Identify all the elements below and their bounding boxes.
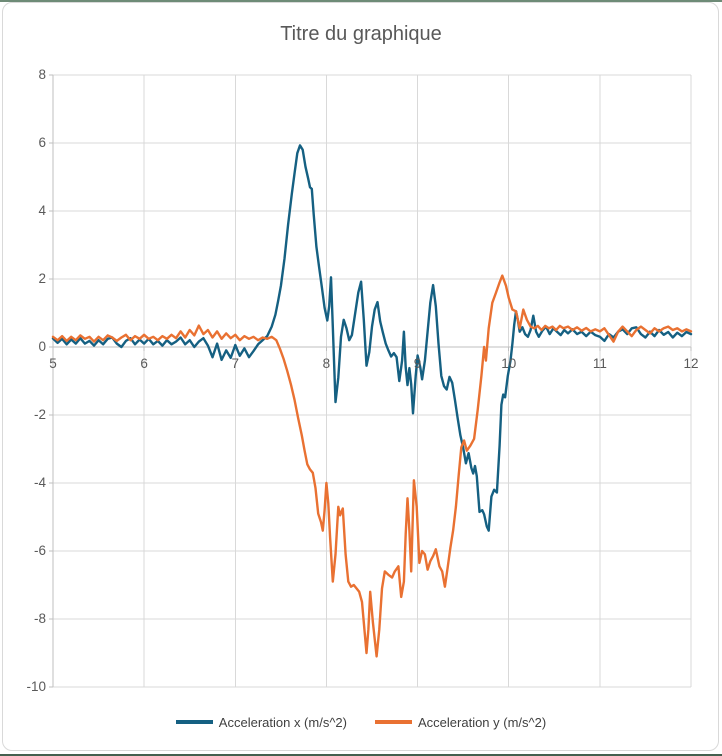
legend[interactable]: Acceleration x (m/s^2) Acceleration y (m… [0, 711, 722, 733]
legend-label-acceleration-x: Acceleration x (m/s^2) [218, 714, 347, 730]
x-tick-label[interactable]: 7 [231, 356, 240, 371]
y-tick-label[interactable]: -6 [33, 543, 46, 558]
legend-line-sample-x [175, 720, 213, 724]
x-tick-label[interactable]: 8 [322, 356, 331, 371]
legend-item-acceleration-x[interactable]: Acceleration x (m/s^2) [175, 714, 347, 730]
chart-title[interactable]: Titre du graphique [280, 23, 442, 45]
y-tick-label[interactable]: -4 [33, 475, 46, 490]
legend-label-acceleration-y: Acceleration y (m/s^2) [418, 714, 547, 730]
x-tick-label[interactable]: 12 [683, 356, 699, 371]
sheet-edge-top-strip [0, 0, 722, 2]
x-tick-label[interactable]: 5 [49, 356, 57, 371]
series-lines[interactable] [51, 144, 693, 658]
y-tick-label[interactable]: 6 [38, 135, 46, 150]
x-tick-label[interactable]: 6 [140, 356, 148, 371]
x-tick-label[interactable]: 11 [592, 356, 607, 371]
gridlines [53, 74, 692, 688]
legend-item-acceleration-y[interactable]: Acceleration y (m/s^2) [375, 715, 546, 730]
legend-line-sample-y [375, 720, 412, 724]
x-tick-label[interactable]: 10 [501, 356, 517, 371]
axis-lines[interactable] [49, 74, 692, 688]
y-tick-label[interactable]: 0 [38, 339, 46, 354]
sheet-edge-bottom-strip [0, 753, 722, 756]
y-tick-label[interactable]: 8 [38, 67, 46, 82]
y-tick-label[interactable]: -10 [26, 679, 46, 694]
y-tick-label[interactable]: -8 [33, 611, 46, 626]
x-tick-label[interactable]: 9 [413, 356, 422, 371]
series-line-acceleration-y[interactable] [51, 274, 693, 658]
series-line-acceleration-x[interactable] [51, 144, 693, 532]
y-tick-label[interactable]: 4 [38, 203, 46, 218]
y-tick-label[interactable]: 2 [38, 271, 46, 286]
y-tick-label[interactable]: -2 [33, 407, 46, 422]
